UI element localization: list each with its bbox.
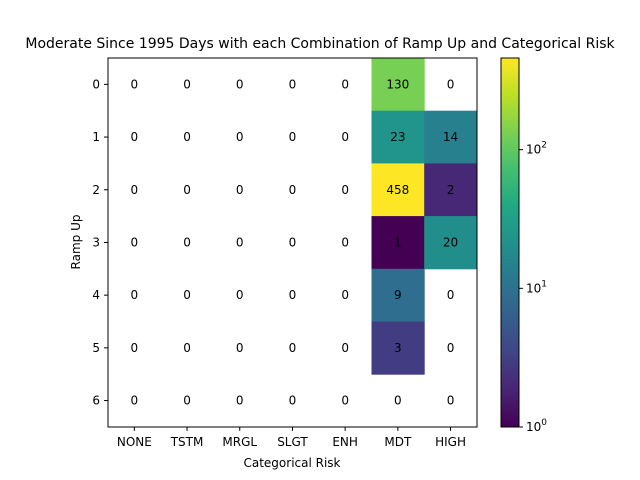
- colorbar-ticks: 100 101 102: [519, 141, 547, 434]
- heatmap-cells: [371, 58, 478, 375]
- cell-value-label: 0: [394, 394, 402, 408]
- cell-value-label: 0: [236, 394, 244, 408]
- y-tick-label: 1: [92, 130, 100, 144]
- x-tick-label: TSTM: [170, 435, 204, 449]
- cell-value-label: 458: [386, 183, 409, 197]
- cell-value-label: 0: [341, 235, 349, 249]
- cell-value-label: 0: [341, 183, 349, 197]
- x-axis-ticks: NONE TSTM MRGL SLGT ENH MDT HIGH: [117, 426, 466, 449]
- heatmap-cell-labels: 0 0 0 0 0 130 00 0 0 0 0 23 140 0 0 0 0 458 20 0 0 0 0 1 200 0 0 0 0…: [131, 77, 459, 407]
- cell-value-label: 0: [183, 288, 191, 302]
- cell-value-label: 0: [341, 77, 349, 91]
- cell-value-label: 1: [394, 235, 402, 249]
- heatmap-cell: [424, 110, 478, 164]
- cell-value-label: 0: [236, 288, 244, 302]
- cell-value-label: 0: [289, 77, 297, 91]
- cell-value-label: 0: [236, 130, 244, 144]
- cell-value-label: 130: [386, 77, 409, 91]
- cell-value-label: 0: [131, 341, 139, 355]
- cell-value-label: 0: [289, 288, 297, 302]
- colorbar: [500, 57, 520, 428]
- cell-value-label: 0: [236, 77, 244, 91]
- cell-value-label: 0: [341, 341, 349, 355]
- cell-value-label: 0: [447, 288, 455, 302]
- cell-value-label: 0: [131, 394, 139, 408]
- cell-value-label: 0: [289, 341, 297, 355]
- heatmap-cell: [371, 321, 425, 375]
- cell-value-label: 0: [183, 394, 191, 408]
- heatmap-cell: [424, 216, 478, 270]
- y-tick-label: 4: [92, 288, 100, 302]
- x-tick-label: MDT: [384, 435, 412, 449]
- y-tick-label: 0: [92, 77, 100, 91]
- colorbar-tick-label: 101: [526, 279, 547, 295]
- cell-value-label: 0: [183, 183, 191, 197]
- cell-value-label: 0: [289, 235, 297, 249]
- cell-value-label: 0: [341, 394, 349, 408]
- heatmap-cell: [371, 216, 425, 270]
- colorbar-tick-label: 102: [526, 141, 547, 157]
- heatmap-cell: [371, 163, 425, 217]
- colorbar-tick-label: 100: [526, 418, 547, 434]
- heatmap-cell: [424, 163, 478, 217]
- cell-value-label: 0: [447, 394, 455, 408]
- cell-value-label: 0: [289, 183, 297, 197]
- y-tick-label: 6: [92, 394, 100, 408]
- y-axis-label: Ramp Up: [69, 215, 83, 270]
- x-tick-label: HIGH: [435, 435, 466, 449]
- cell-value-label: 0: [341, 288, 349, 302]
- x-tick-label: SLGT: [277, 435, 308, 449]
- y-tick-label: 2: [92, 183, 100, 197]
- cell-value-label: 0: [341, 130, 349, 144]
- cell-value-label: 0: [131, 77, 139, 91]
- heatmap-cell: [371, 110, 425, 164]
- cell-value-label: 14: [443, 130, 458, 144]
- heatmap-cell: [371, 58, 425, 112]
- cell-value-label: 0: [131, 130, 139, 144]
- cell-value-label: 0: [131, 288, 139, 302]
- chart-title: Moderate Since 1995 Days with each Combi…: [25, 36, 615, 52]
- y-tick-label: 5: [92, 341, 100, 355]
- x-tick-label: NONE: [117, 435, 152, 449]
- cell-value-label: 20: [443, 235, 458, 249]
- x-tick-label: MRGL: [222, 435, 257, 449]
- heatmap-cell: [371, 268, 425, 322]
- cell-value-label: 9: [394, 288, 402, 302]
- x-tick-label: ENH: [332, 435, 358, 449]
- cell-value-label: 0: [236, 341, 244, 355]
- cell-value-label: 0: [289, 394, 297, 408]
- x-axis-label: Categorical Risk: [243, 456, 340, 470]
- cell-value-label: 0: [131, 183, 139, 197]
- y-axis-ticks: 0 1 2 3 4 5 6: [92, 77, 108, 408]
- cell-value-label: 23: [390, 130, 405, 144]
- cell-value-label: 3: [394, 341, 402, 355]
- cell-value-label: 0: [183, 235, 191, 249]
- y-tick-label: 3: [92, 235, 100, 249]
- cell-value-label: 0: [183, 341, 191, 355]
- cell-value-label: 0: [236, 235, 244, 249]
- cell-value-label: 0: [289, 130, 297, 144]
- cell-value-label: 0: [131, 235, 139, 249]
- cell-value-label: 0: [183, 130, 191, 144]
- cell-value-label: 0: [236, 183, 244, 197]
- cell-value-label: 0: [183, 77, 191, 91]
- cell-value-label: 0: [447, 341, 455, 355]
- cell-value-label: 0: [447, 77, 455, 91]
- cell-value-label: 2: [447, 183, 455, 197]
